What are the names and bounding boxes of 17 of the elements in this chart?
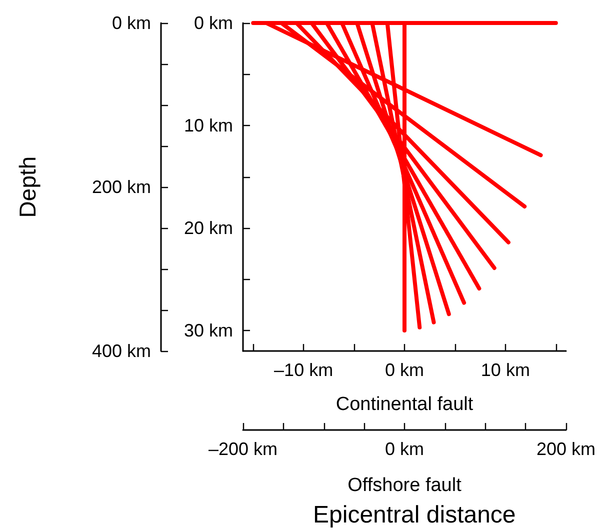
y2-tick-label: 400 km: [92, 341, 151, 361]
x2-tick-label: 200 km: [536, 439, 596, 459]
y-tick-label: 0 km: [194, 13, 233, 33]
y-tick-label: 30 km: [184, 320, 233, 340]
x-tick-label: –10 km: [274, 360, 334, 380]
x2-tick-label: –200 km: [208, 439, 278, 459]
y2-tick-label: 0 km: [112, 13, 151, 33]
y-tick-label: 20 km: [184, 218, 233, 238]
x-axis-title: Continental fault: [336, 394, 474, 415]
text: Epicentral distance: [313, 502, 516, 528]
x2-tick-label: 0 km: [384, 439, 424, 459]
y2-axis-title: Depth: [14, 156, 40, 218]
x2-axis-title: Offshore fault: [348, 475, 462, 496]
y2-tick-label: 200 km: [92, 177, 151, 197]
x-tick-label: 0 km: [384, 360, 424, 380]
y-tick-label: 10 km: [184, 116, 233, 136]
x-tick-label: 10 km: [480, 360, 530, 380]
